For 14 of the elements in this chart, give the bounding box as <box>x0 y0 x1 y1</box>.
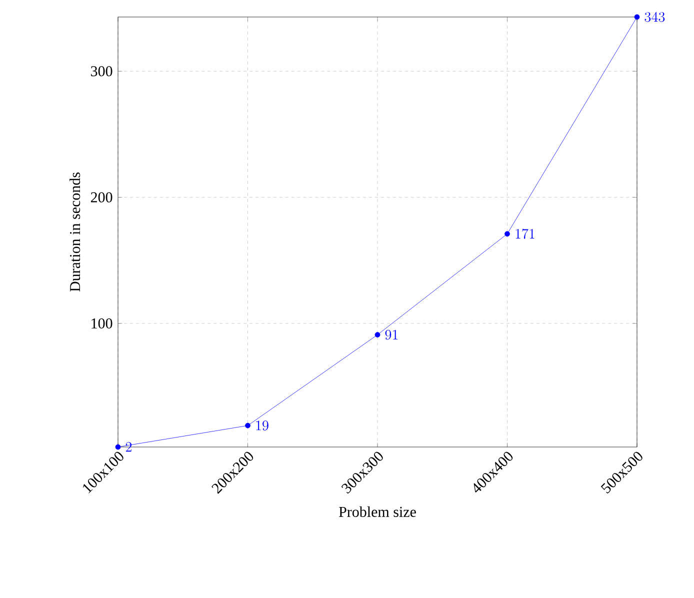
data-label: 171 <box>516 228 534 239</box>
point <box>115 444 121 450</box>
data-label: 343 <box>644 12 665 22</box>
y-tick-label: 200 <box>90 192 112 202</box>
point <box>374 332 380 338</box>
point <box>245 422 250 428</box>
y-tick-label: 300 <box>91 66 112 76</box>
data-label: 19 <box>256 420 268 430</box>
point <box>634 14 640 20</box>
point <box>504 231 510 237</box>
data-label: 91 <box>385 330 398 340</box>
x-axis-title: Problem size <box>338 506 416 517</box>
y-axis-title: Duration in seconds <box>70 172 80 292</box>
y-tick-label: 100 <box>92 318 112 328</box>
